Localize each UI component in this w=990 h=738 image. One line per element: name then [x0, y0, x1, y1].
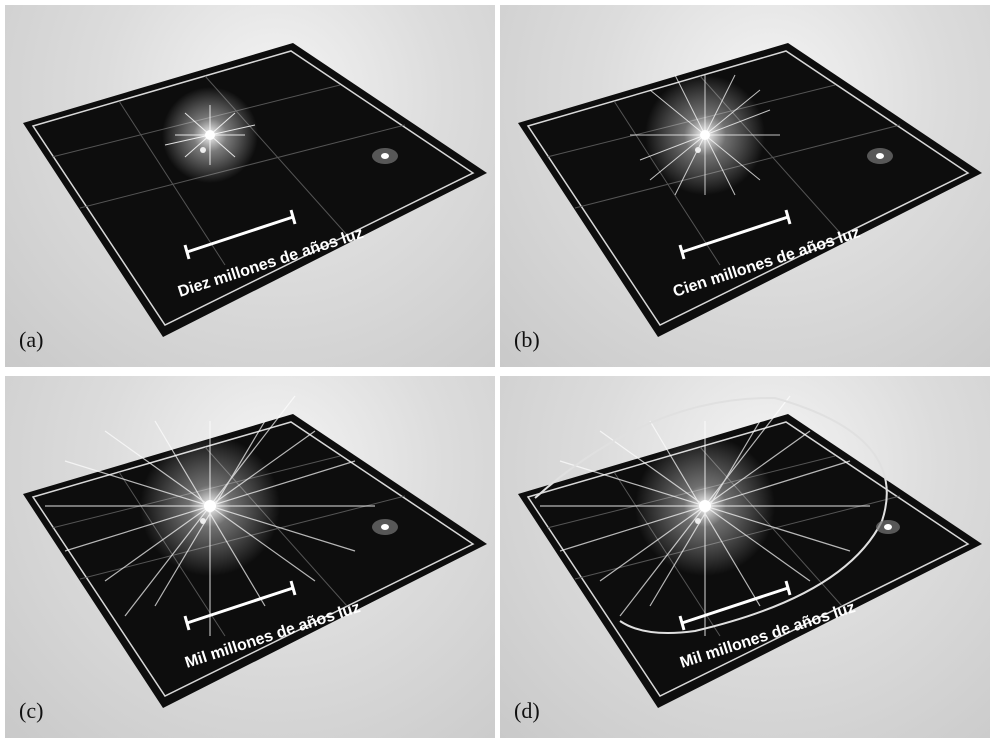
- sky-map-sheet: [23, 43, 487, 337]
- panel-a: Diez millones de años luz (a): [5, 5, 495, 367]
- panel-b-illustration: Cien millones de años luz: [518, 43, 982, 337]
- scale-bar: [678, 580, 792, 631]
- companion-galaxy: [200, 147, 206, 153]
- home-galaxy: [204, 500, 216, 512]
- scale-bar: [183, 580, 297, 631]
- panel-label: (d): [514, 698, 540, 723]
- sky-map-sheet: [518, 43, 982, 337]
- panel-b: Cien millones de años luz (b): [500, 5, 990, 367]
- companion-galaxy: [200, 518, 206, 524]
- panel-label: (c): [19, 698, 44, 723]
- sky-map-sheet: [23, 414, 487, 708]
- home-galaxy: [205, 130, 215, 140]
- scale-bar: [678, 209, 792, 260]
- sky-map-sheet: [518, 414, 982, 708]
- panel-c: Mil millones de años luz (c): [5, 376, 495, 738]
- panel-a-illustration: Diez millones de años luz: [23, 43, 487, 337]
- light-horizon-arc: [534, 396, 888, 634]
- companion-galaxy: [695, 147, 701, 153]
- panel-d: Mil millones de años luz (d): [500, 376, 990, 738]
- home-galaxy: [699, 500, 711, 512]
- panel-d-illustration: Mil millones de años luz: [518, 395, 982, 708]
- distant-galaxy: [876, 520, 900, 534]
- panel-c-illustration: Mil millones de años luz: [23, 395, 487, 708]
- distant-galaxy: [867, 148, 893, 164]
- companion-galaxy: [695, 518, 701, 524]
- distant-galaxy: [372, 148, 398, 164]
- panel-label: (b): [514, 327, 540, 352]
- scale-bar: [183, 209, 297, 260]
- panel-label: (a): [19, 327, 44, 352]
- home-galaxy: [700, 130, 710, 140]
- distant-galaxy: [372, 519, 398, 535]
